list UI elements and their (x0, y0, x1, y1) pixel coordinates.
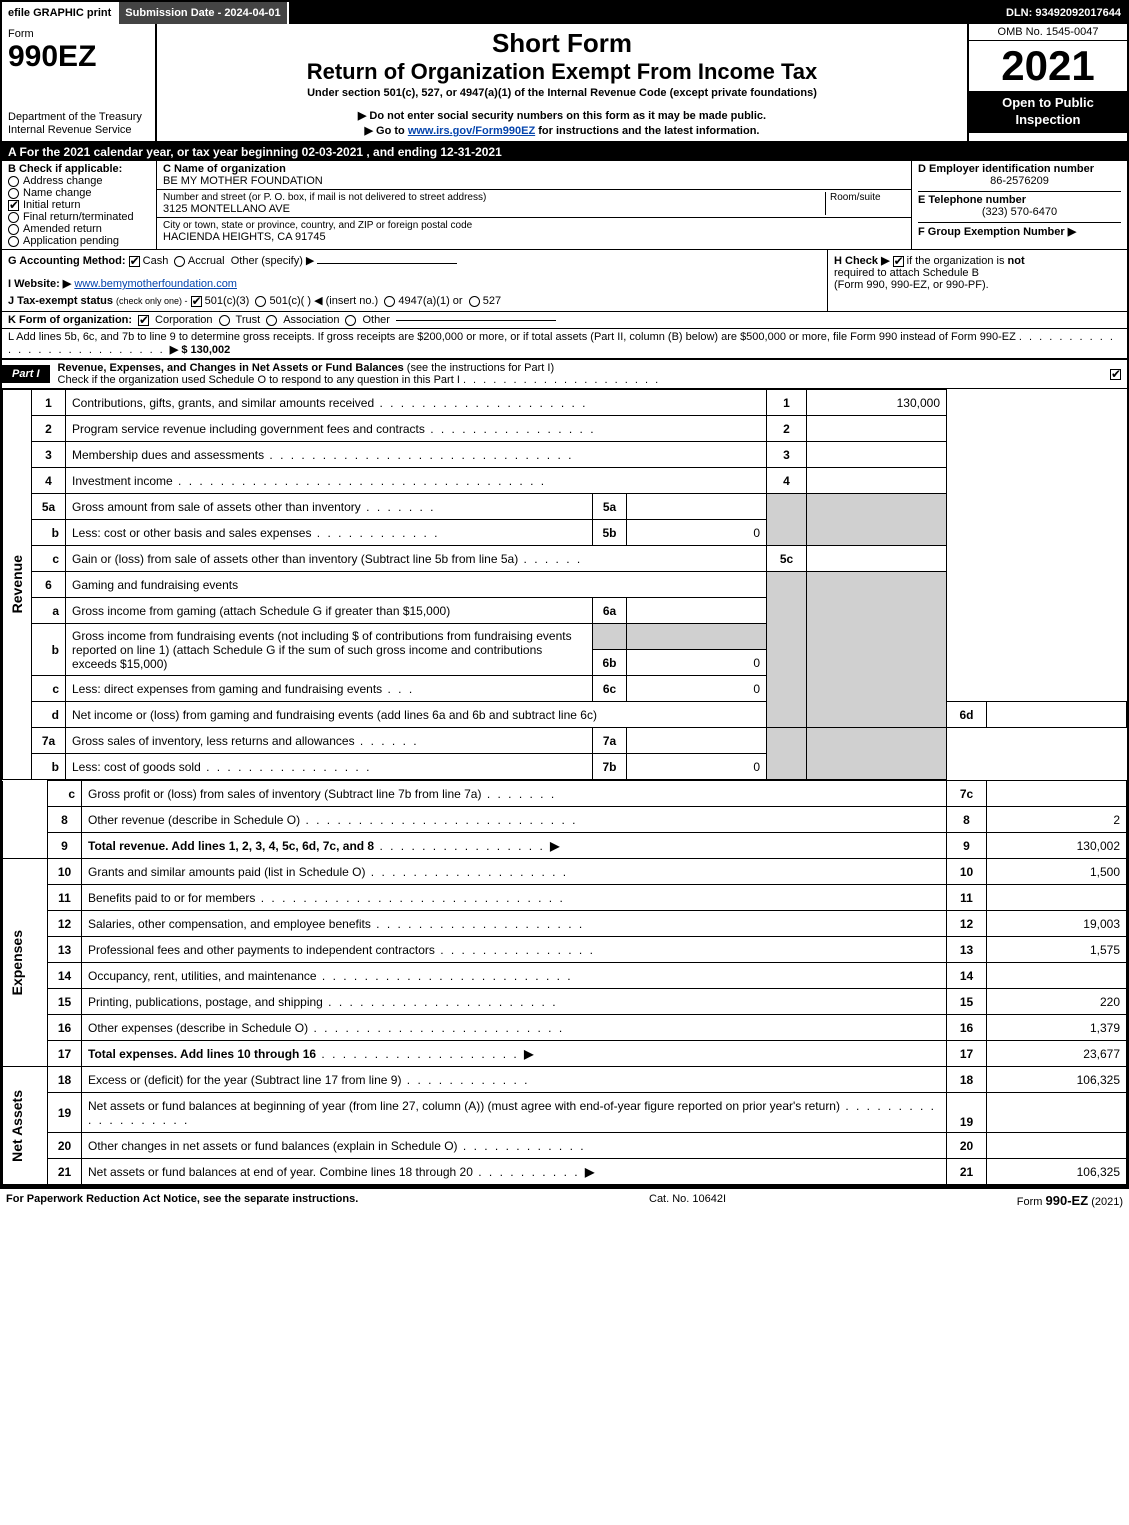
submission-date: Submission Date - 2024-04-01 (119, 2, 288, 24)
city-label: City or town, state or province, country… (163, 220, 905, 231)
vlabel-netassets: Net Assets (9, 1090, 25, 1162)
lines-table: Revenue 1 Contributions, gifts, grants, … (2, 389, 1127, 780)
footer-left: For Paperwork Reduction Act Notice, see … (6, 1193, 358, 1208)
cb-name-change[interactable]: Name change (8, 187, 150, 199)
cb-address-change[interactable]: Address change (8, 175, 150, 187)
cb-amended-return[interactable]: Amended return (8, 223, 150, 235)
cb-cash[interactable] (129, 256, 140, 267)
footer: For Paperwork Reduction Act Notice, see … (0, 1187, 1129, 1212)
form-number: 990EZ (8, 40, 149, 74)
block-bcdef: B Check if applicable: Address change Na… (2, 161, 1127, 249)
open-to-public: Open to Public Inspection (969, 91, 1127, 133)
website-link[interactable]: www.bemymotherfoundation.com (74, 278, 237, 290)
gross-receipts: ▶ $ 130,002 (170, 344, 230, 356)
c-name-label: C Name of organization (163, 163, 905, 175)
subtitle-2: ▶ Do not enter social security numbers o… (163, 109, 961, 122)
cb-4947[interactable] (384, 296, 395, 307)
line-1-desc: Contributions, gifts, grants, and simila… (66, 390, 767, 416)
header-left: Form 990EZ Department of the Treasury In… (2, 24, 157, 141)
cb-trust[interactable] (219, 315, 230, 326)
cb-association[interactable] (266, 315, 277, 326)
f-group-label: F Group Exemption Number ▶ (918, 225, 1121, 238)
efile-label: efile GRAPHIC print (2, 2, 119, 24)
row-gh: G Accounting Method: Cash Accrual Other … (2, 249, 1127, 311)
line-1-val: 130,000 (807, 390, 947, 416)
room-label: Room/suite (830, 192, 905, 203)
footer-center: Cat. No. 10642I (649, 1193, 726, 1208)
section-g: G Accounting Method: Cash Accrual Other … (2, 250, 827, 311)
e-phone-label: E Telephone number (918, 194, 1121, 206)
form-990ez: efile GRAPHIC print Submission Date - 20… (0, 0, 1129, 1187)
cb-501c[interactable] (255, 296, 266, 307)
cb-accrual[interactable] (174, 256, 185, 267)
line-15-val: 220 (987, 989, 1127, 1015)
street-label: Number and street (or P. O. box, if mail… (163, 192, 825, 203)
subtitle-1: Under section 501(c), 527, or 4947(a)(1)… (163, 87, 961, 99)
omb-number: OMB No. 1545-0047 (969, 24, 1127, 41)
d-ein-label: D Employer identification number (918, 163, 1121, 175)
title-main: Return of Organization Exempt From Incom… (163, 59, 961, 85)
ein: 86-2576209 (918, 175, 1121, 187)
dln: DLN: 93492092017644 (1000, 2, 1127, 24)
other-method-input[interactable] (317, 263, 457, 264)
topbar: efile GRAPHIC print Submission Date - 20… (2, 2, 1127, 24)
section-c: C Name of organization BE MY MOTHER FOUN… (157, 161, 912, 249)
vlabel-expenses: Expenses (9, 930, 25, 995)
part-i-header: Part I Revenue, Expenses, and Changes in… (2, 358, 1127, 389)
department: Department of the Treasury Internal Reve… (8, 111, 149, 137)
form-word: Form (8, 28, 149, 40)
b-header: B Check if applicable: (8, 163, 150, 175)
cb-501c3[interactable] (191, 296, 202, 307)
line-8-val: 2 (987, 807, 1127, 833)
cb-final-return[interactable]: Final return/terminated (8, 211, 150, 223)
vlabel-revenue: Revenue (9, 555, 25, 613)
section-b: B Check if applicable: Address change Na… (2, 161, 157, 249)
cb-schedule-b-not-required[interactable] (893, 256, 904, 267)
line-21-val: 106,325 (987, 1159, 1127, 1185)
line-17-val: 23,677 (987, 1041, 1127, 1067)
line-9-val: 130,002 (987, 833, 1127, 859)
city: HACIENDA HEIGHTS, CA 91745 (163, 231, 905, 243)
header-right: OMB No. 1545-0047 2021 Open to Public In… (967, 24, 1127, 141)
section-def: D Employer identification number 86-2576… (912, 161, 1127, 249)
line-10-val: 1,500 (987, 859, 1127, 885)
cb-527[interactable] (469, 296, 480, 307)
line-16-val: 1,379 (987, 1015, 1127, 1041)
cb-corporation[interactable] (138, 315, 149, 326)
tax-year: 2021 (969, 41, 1127, 91)
cb-application-pending[interactable]: Application pending (8, 235, 150, 247)
row-a-period: A For the 2021 calendar year, or tax yea… (2, 143, 1127, 161)
part-i-tag: Part I (2, 365, 50, 383)
line-18-val: 106,325 (987, 1067, 1127, 1093)
footer-right: Form 990-EZ (2021) (1017, 1193, 1123, 1208)
line-12-val: 19,003 (987, 911, 1127, 937)
cb-initial-return[interactable]: Initial return (8, 199, 150, 211)
header-center: Short Form Return of Organization Exempt… (157, 24, 967, 141)
subtitle-3: ▶ Go to www.irs.gov/Form990EZ for instru… (163, 124, 961, 137)
irs-link[interactable]: www.irs.gov/Form990EZ (408, 125, 535, 137)
line-13-val: 1,575 (987, 937, 1127, 963)
section-h: H Check ▶ if the organization is not req… (827, 250, 1127, 311)
row-l: L Add lines 5b, 6c, and 7b to line 9 to … (2, 328, 1127, 358)
phone: (323) 570-6470 (918, 206, 1121, 218)
org-name: BE MY MOTHER FOUNDATION (163, 175, 905, 187)
other-org-input[interactable] (396, 320, 556, 321)
title-short: Short Form (163, 28, 961, 59)
row-k: K Form of organization: Corporation Trus… (2, 311, 1127, 328)
street: 3125 MONTELLANO AVE (163, 203, 825, 215)
header: Form 990EZ Department of the Treasury In… (2, 24, 1127, 143)
cb-schedule-o-used[interactable] (1110, 369, 1121, 380)
cb-other-org[interactable] (345, 315, 356, 326)
